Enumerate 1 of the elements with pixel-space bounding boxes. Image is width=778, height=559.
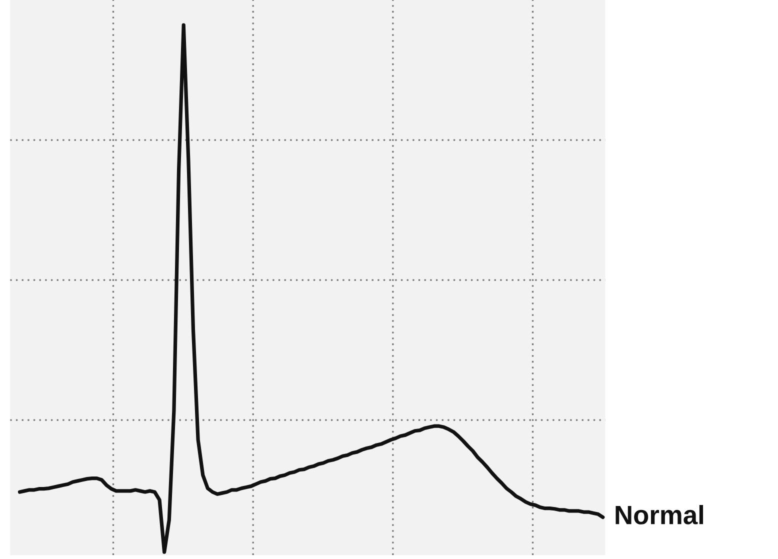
series-label: Normal [616,505,704,524]
